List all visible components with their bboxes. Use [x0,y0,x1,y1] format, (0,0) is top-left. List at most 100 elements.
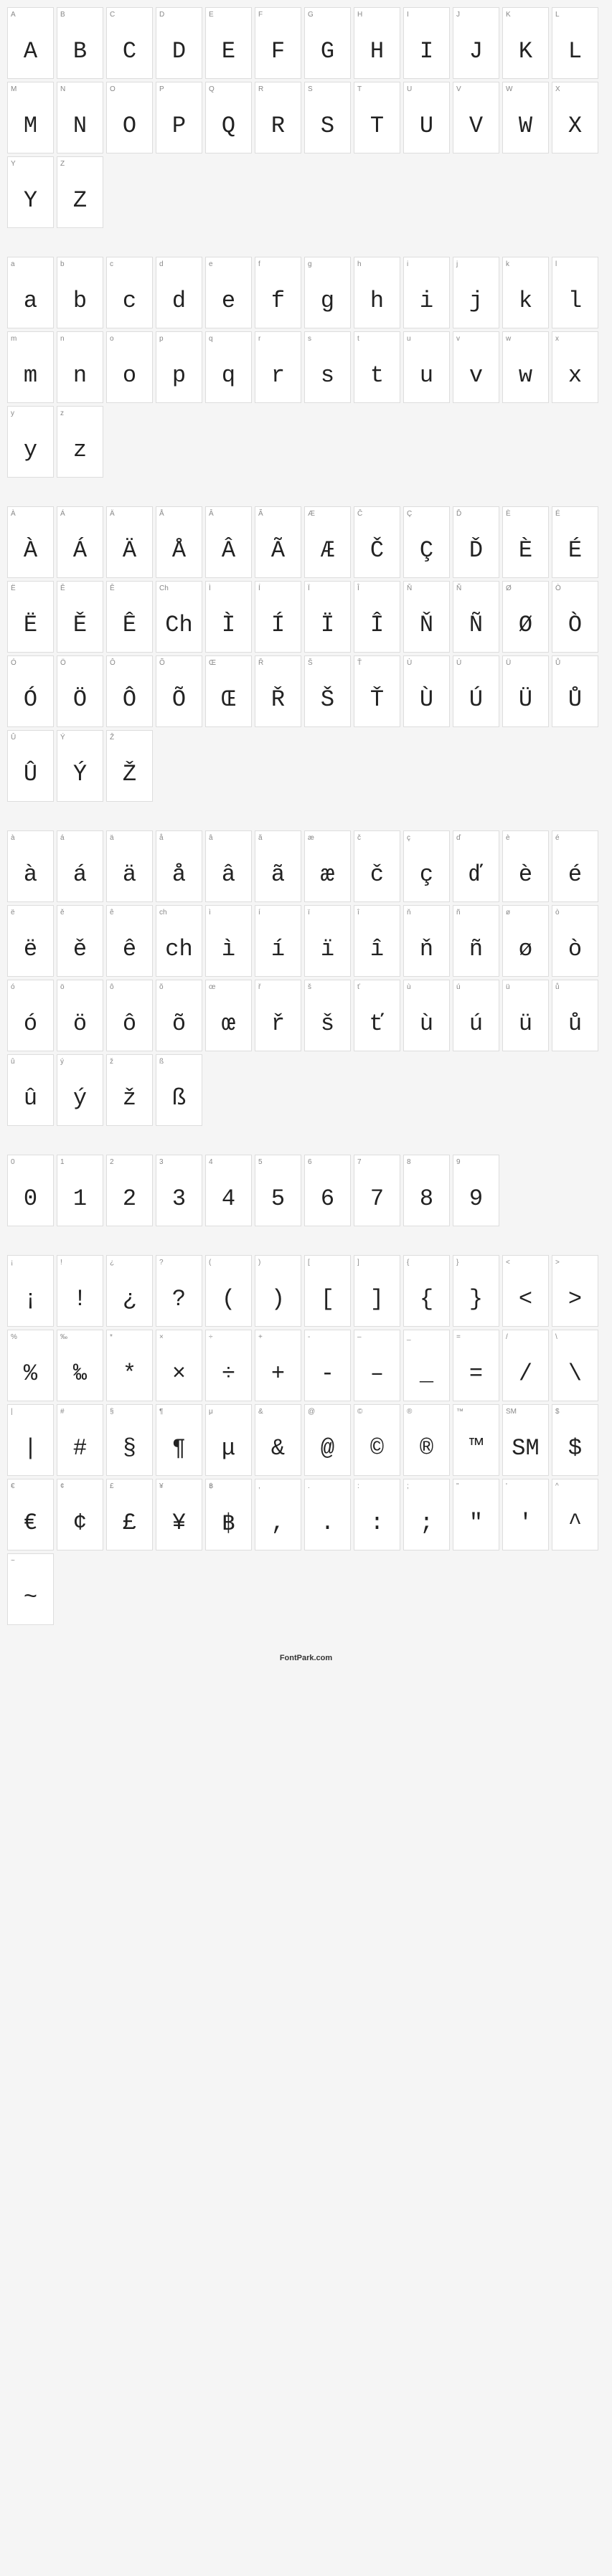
glyph-display: ě [73,924,87,973]
glyph-display: Í [271,600,285,649]
glyph-label: p [159,335,164,345]
glyph-display: Ť [370,675,384,724]
glyph-cell: ÉÉ [552,506,598,578]
glyph-display: Ï [321,600,334,649]
glyph-label: Æ [308,510,315,520]
glyph-display: Š [321,675,334,724]
glyph-label: ì [209,909,211,919]
glyph-label: Û [11,734,16,744]
glyph-cell: 44 [205,1155,252,1226]
glyph-label: J [456,11,460,21]
glyph-cell: ůů [552,980,598,1051]
glyph-display: Â [222,526,235,574]
glyph-label: ! [60,1259,62,1269]
glyph-cell: RR [255,82,301,153]
glyph-label: # [60,1408,65,1418]
glyph-display: " [469,1498,483,1547]
glyph-cell: -- [304,1330,351,1401]
glyph-cell: )) [255,1255,301,1327]
glyph-cell: 00 [7,1155,54,1226]
glyph-display: ê [123,924,136,973]
glyph-label: 6 [308,1158,312,1168]
glyph-label: [ [308,1259,310,1269]
glyph-label: a [11,260,15,270]
glyph-label: Í [258,584,260,595]
glyph-display: Ó [24,675,37,724]
glyph-label: Ù [407,659,412,669]
section-uppercase: AABBCCDDEEFFGGHHIIJJKKLLMMNNOOPPQQRRSSTT… [7,7,605,228]
glyph-label: ů [555,983,560,993]
glyph-display: Č [370,526,384,574]
glyph-label: F [258,11,263,21]
glyph-display: C [123,27,136,75]
glyph-cell: ää [106,830,153,902]
glyph-label: è [506,834,510,844]
glyph-label: 1 [60,1158,65,1168]
glyph-label: M [11,85,17,95]
glyph-display: l [568,276,582,325]
glyph-cell: ÝÝ [57,730,103,802]
glyph-display: ¶ [172,1424,186,1472]
glyph-cell: KK [502,7,549,79]
glyph-display: j [469,276,483,325]
glyph-cell: %% [7,1330,54,1401]
glyph-cell: ]] [354,1255,400,1327]
glyph-label: < [506,1259,510,1269]
glyph-display: o [123,351,136,399]
glyph-display: 8 [420,1174,433,1223]
glyph-label: Õ [159,659,165,669]
glyph-display: . [321,1498,334,1547]
glyph-label: @ [308,1408,315,1418]
glyph-label: A [11,11,16,21]
glyph-label: u [407,335,411,345]
glyph-display: _ [420,1349,433,1398]
glyph-cell: ââ [205,830,252,902]
glyph-label: s [308,335,311,345]
glyph-cell: mm [7,331,54,403]
glyph-cell: ~~ [7,1553,54,1625]
glyph-display: Æ [321,526,334,574]
glyph-cell: ÄÄ [106,506,153,578]
glyph-display: ü [519,999,532,1048]
glyph-label: j [456,260,458,270]
glyph-cell: WW [502,82,549,153]
glyph-cell: éé [552,830,598,902]
glyph-cell: ¢¢ [57,1479,103,1550]
glyph-cell: úú [453,980,499,1051]
glyph-display: ž [123,1074,136,1122]
glyph-display: g [321,276,334,325]
glyph-cell: || [7,1404,54,1476]
glyph-cell: ©© [354,1404,400,1476]
glyph-display: T [370,101,384,150]
glyph-label: ( [209,1259,211,1269]
glyph-label: P [159,85,164,95]
glyph-cell: (( [205,1255,252,1327]
glyph-display: Á [73,526,87,574]
section-lower-accents: ààááääååââããææččççďďèèééëëěěêêchchììííïï… [7,830,605,1126]
glyph-cell: II [403,7,450,79]
glyph-label: ^ [555,1482,559,1492]
glyph-cell: ìì [205,905,252,977]
glyph-label: I [407,11,409,21]
glyph-display: ! [73,1274,87,1323]
glyph-display: D [172,27,186,75]
glyph-cell: èè [502,830,549,902]
glyph-cell: ôô [106,980,153,1051]
glyph-label: g [308,260,312,270]
glyph-cell: ÚÚ [453,655,499,727]
glyph-cell: }} [453,1255,499,1327]
glyph-label: ® [407,1408,412,1418]
glyph-display: Ď [469,526,483,574]
glyph-display: Õ [172,675,186,724]
glyph-cell: üü [502,980,549,1051]
glyph-display: ‰ [73,1349,87,1398]
glyph-cell: DD [156,7,202,79]
glyph-label: { [407,1259,409,1269]
glyph-label: ~ [11,1557,15,1567]
glyph-display: H [370,27,384,75]
glyph-display: ß [172,1074,186,1122]
glyph-label: i [407,260,408,270]
glyph-display: s [321,351,334,399]
glyph-display: ú [469,999,483,1048]
glyph-display: œ [222,999,235,1048]
